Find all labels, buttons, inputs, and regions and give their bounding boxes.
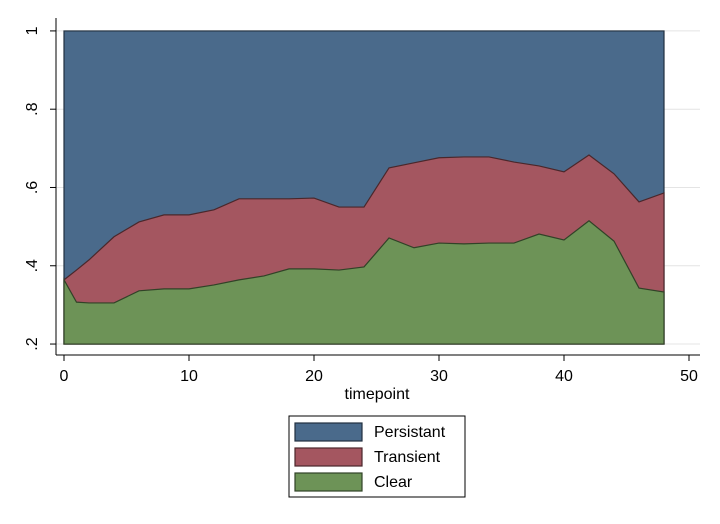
x-tick-label: 20 [305,368,323,385]
y-tick-label: .8 [24,102,41,115]
area [63,219,665,345]
x-tick-label: 50 [680,368,698,385]
y-tick-label: .6 [24,181,41,194]
y-tick-label: .4 [24,259,41,272]
legend-swatch [294,447,363,467]
x-tick-label: 40 [555,368,573,385]
y-tick-label: 1 [24,26,41,35]
y-tick-label: .2 [24,337,41,350]
legend-label: Persistant [374,424,446,441]
legend-label: Clear [374,474,413,491]
x-tick-label: 0 [60,368,69,385]
x-tick-label: 10 [180,368,198,385]
legend-swatch [294,422,363,442]
legend: Persistant Transient Clear [288,415,466,498]
legend-swatch [294,472,363,492]
x-tick-label: 30 [430,368,448,385]
x-axis-title: timepoint [345,386,410,403]
legend-label: Transient [374,449,441,466]
